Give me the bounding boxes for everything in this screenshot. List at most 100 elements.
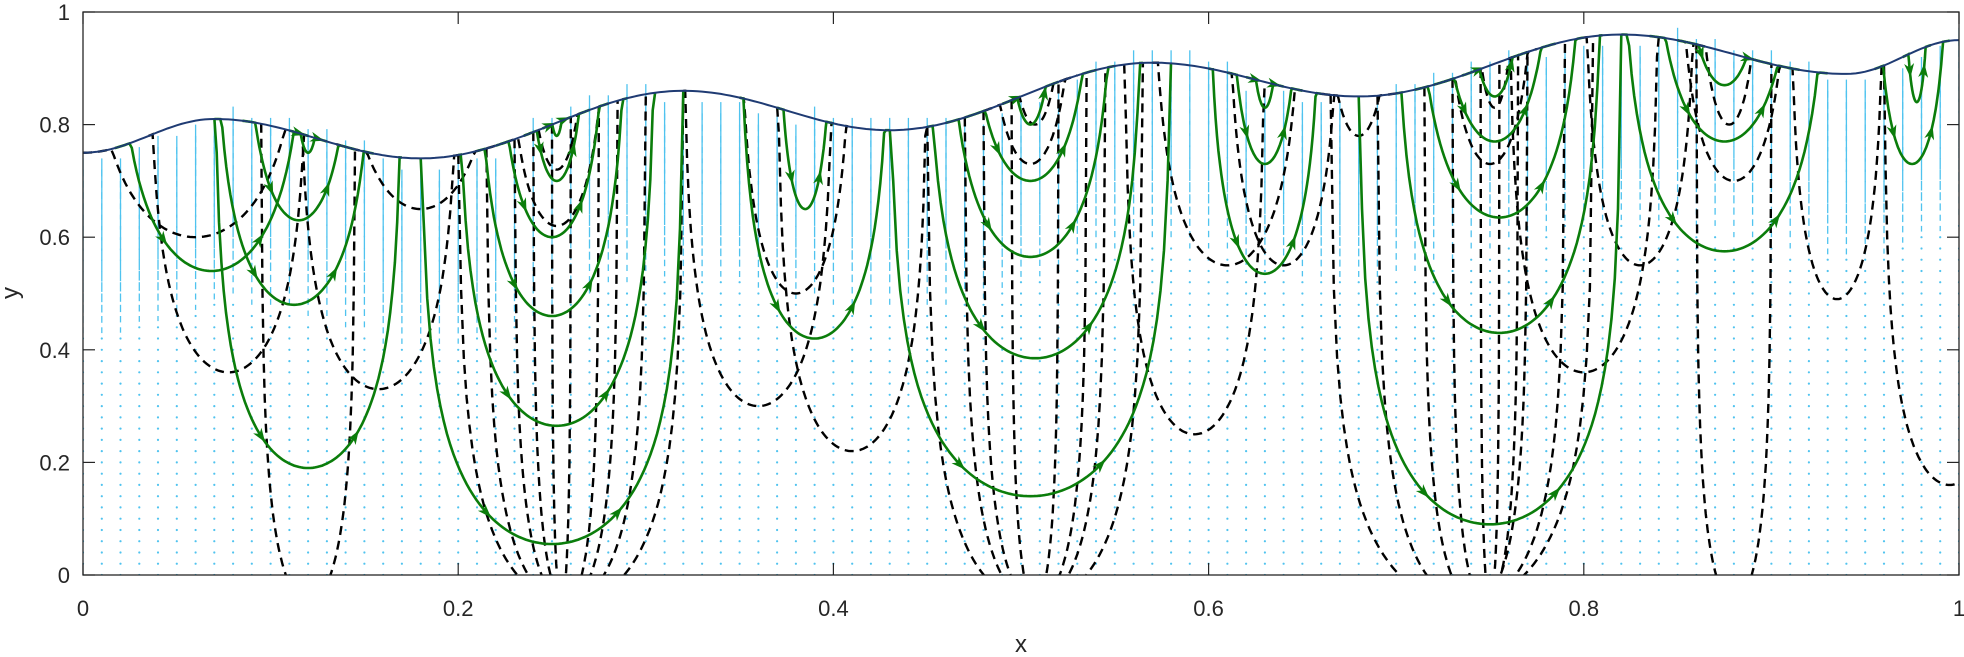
- velocity-dot: [1714, 371, 1717, 374]
- velocity-dot: [1695, 371, 1698, 374]
- velocity-dot: [513, 495, 516, 498]
- velocity-dot: [513, 371, 516, 374]
- plot-frame: [82, 11, 1960, 576]
- velocity-dot: [1620, 506, 1623, 509]
- velocity-dot: [738, 517, 741, 520]
- velocity-dot: [569, 562, 572, 565]
- x-tick-label: 1: [1953, 596, 1964, 621]
- velocity-dot: [1920, 472, 1923, 475]
- velocity-dot: [944, 517, 948, 520]
- velocity-dot: [569, 382, 572, 385]
- velocity-dot: [1545, 472, 1548, 475]
- velocity-dot: [1751, 450, 1754, 453]
- velocity-dot: [1207, 292, 1210, 295]
- velocity-dot: [1789, 258, 1792, 261]
- streamline: [1357, 34, 1623, 526]
- velocity-dot: [1826, 540, 1829, 543]
- velocity-dot: [1094, 405, 1098, 408]
- velocity-dot: [288, 314, 291, 318]
- velocity-dot: [1038, 303, 1041, 306]
- velocity-dot: [1826, 337, 1829, 340]
- velocity-dot: [588, 371, 591, 374]
- velocity-dot: [963, 506, 966, 509]
- velocity-dot: [1582, 247, 1585, 250]
- velocity-dot: [1789, 528, 1792, 532]
- velocity-dot: [1657, 236, 1660, 239]
- velocity-dot: [475, 506, 479, 509]
- velocity-dot: [1601, 224, 1604, 227]
- velocity-dot: [1901, 292, 1904, 295]
- velocity-dot: [1582, 236, 1585, 239]
- velocity-dot: [719, 292, 722, 295]
- streamline-arrowhead: [813, 170, 823, 186]
- velocity-dot: [1113, 450, 1116, 453]
- velocity-dot: [1413, 416, 1417, 419]
- velocity-dot: [1864, 281, 1867, 284]
- velocity-dot: [757, 337, 760, 340]
- velocity-dot: [1601, 562, 1604, 565]
- velocity-dot: [1094, 495, 1098, 498]
- velocity-dot: [175, 483, 178, 486]
- velocity-dot: [1282, 517, 1285, 520]
- velocity-dot: [1282, 393, 1285, 396]
- velocity-dot: [1076, 281, 1079, 284]
- velocity-dot: [869, 483, 873, 486]
- velocity-dot: [682, 461, 685, 464]
- velocity-dot: [1845, 360, 1848, 363]
- velocity-dot: [569, 517, 572, 520]
- velocity-dot: [1151, 247, 1154, 250]
- velocity-dot: [738, 416, 741, 419]
- velocity-dot: [1714, 506, 1717, 509]
- velocity-dot: [813, 562, 816, 565]
- velocity-dot: [794, 427, 798, 430]
- velocity-dot: [1413, 303, 1417, 306]
- velocity-dot: [1057, 517, 1060, 520]
- velocity-dot: [1470, 326, 1473, 329]
- velocity-dot: [1263, 506, 1266, 509]
- velocity-dot: [1226, 461, 1229, 464]
- velocity-dot: [907, 517, 910, 520]
- velocity-dot: [1094, 483, 1098, 486]
- velocity-dot: [1732, 382, 1735, 385]
- velocity-dot: [1882, 292, 1886, 295]
- velocity-dot: [757, 472, 760, 475]
- streamline-arrowhead: [319, 182, 330, 197]
- velocity-dot: [1282, 348, 1285, 351]
- velocity-dot: [1920, 495, 1923, 498]
- velocity-dot: [1845, 506, 1848, 509]
- velocity-dot: [1526, 495, 1529, 498]
- velocity-dot: [156, 551, 160, 554]
- velocity-dot: [1789, 427, 1792, 430]
- velocity-dot: [1582, 495, 1585, 498]
- streamline: [214, 117, 374, 307]
- velocity-dot: [1432, 450, 1435, 453]
- velocity-dot: [1376, 292, 1379, 295]
- velocity-dot: [307, 393, 310, 396]
- streamline-arrowhead: [1449, 177, 1461, 192]
- velocity-dot: [1864, 427, 1867, 430]
- velocity-dot: [1001, 472, 1004, 475]
- velocity-dot: [400, 382, 403, 385]
- velocity-dot: [1639, 517, 1642, 520]
- velocity-dot: [1807, 292, 1810, 295]
- velocity-dot: [1657, 416, 1660, 419]
- velocity-dot: [156, 393, 160, 396]
- velocity-dot: [588, 551, 591, 554]
- velocity-dot: [738, 472, 741, 475]
- velocity-dot: [663, 483, 666, 486]
- velocity-dot: [682, 360, 685, 363]
- velocity-dot: [1714, 360, 1717, 363]
- velocity-dot: [1451, 393, 1454, 396]
- velocity-dot: [1113, 551, 1116, 554]
- velocity-dot: [1807, 438, 1810, 441]
- velocity-dot: [1751, 405, 1754, 408]
- velocity-dot: [1151, 326, 1154, 329]
- velocity-dot: [1076, 314, 1079, 318]
- velocity-dot: [1226, 393, 1229, 396]
- velocity-dot: [1226, 303, 1229, 306]
- velocity-dot: [1470, 450, 1473, 453]
- velocity-dot: [419, 438, 422, 441]
- velocity-dot: [1807, 495, 1810, 498]
- velocity-dot: [1845, 517, 1848, 520]
- velocity-dot: [776, 360, 779, 363]
